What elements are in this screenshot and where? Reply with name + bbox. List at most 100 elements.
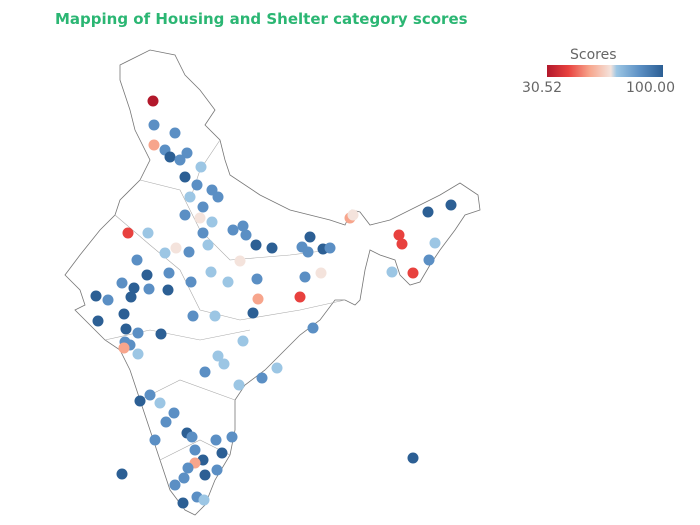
score-point[interactable] bbox=[179, 171, 191, 183]
score-point[interactable] bbox=[168, 407, 180, 419]
score-point[interactable] bbox=[299, 271, 311, 283]
score-point[interactable] bbox=[149, 434, 161, 446]
legend-title: Scores bbox=[570, 47, 617, 63]
score-point[interactable] bbox=[294, 291, 306, 303]
score-point[interactable] bbox=[187, 310, 199, 322]
score-point[interactable] bbox=[147, 95, 159, 107]
score-point[interactable] bbox=[164, 151, 176, 163]
score-point[interactable] bbox=[251, 273, 263, 285]
score-point[interactable] bbox=[212, 191, 224, 203]
score-point[interactable] bbox=[182, 462, 194, 474]
score-point[interactable] bbox=[154, 397, 166, 409]
score-point[interactable] bbox=[210, 434, 222, 446]
score-point[interactable] bbox=[197, 201, 209, 213]
score-point[interactable] bbox=[240, 229, 252, 241]
score-point[interactable] bbox=[163, 267, 175, 279]
score-point[interactable] bbox=[250, 239, 262, 251]
score-point[interactable] bbox=[199, 366, 211, 378]
score-point[interactable] bbox=[407, 452, 419, 464]
score-point[interactable] bbox=[198, 494, 210, 506]
score-point[interactable] bbox=[185, 276, 197, 288]
score-point[interactable] bbox=[142, 227, 154, 239]
score-point[interactable] bbox=[159, 247, 171, 259]
score-point[interactable] bbox=[160, 416, 172, 428]
legend-colorbar bbox=[547, 65, 663, 77]
score-point[interactable] bbox=[233, 379, 245, 391]
score-point[interactable] bbox=[131, 254, 143, 266]
score-point[interactable] bbox=[211, 464, 223, 476]
score-point[interactable] bbox=[194, 212, 206, 224]
score-point[interactable] bbox=[120, 323, 132, 335]
score-point[interactable] bbox=[206, 216, 218, 228]
score-point[interactable] bbox=[118, 342, 130, 354]
score-points bbox=[90, 95, 457, 509]
score-point[interactable] bbox=[143, 283, 155, 295]
score-point[interactable] bbox=[132, 348, 144, 360]
score-point[interactable] bbox=[118, 308, 130, 320]
score-point[interactable] bbox=[396, 238, 408, 250]
score-point[interactable] bbox=[189, 444, 201, 456]
score-point[interactable] bbox=[195, 161, 207, 173]
score-point[interactable] bbox=[324, 242, 336, 254]
score-point[interactable] bbox=[386, 266, 398, 278]
score-point[interactable] bbox=[271, 362, 283, 374]
score-point[interactable] bbox=[181, 147, 193, 159]
score-point[interactable] bbox=[116, 468, 128, 480]
score-point[interactable] bbox=[237, 220, 249, 232]
score-point[interactable] bbox=[162, 284, 174, 296]
score-point[interactable] bbox=[170, 242, 182, 254]
score-point[interactable] bbox=[218, 358, 230, 370]
score-point[interactable] bbox=[197, 227, 209, 239]
score-point[interactable] bbox=[445, 199, 457, 211]
score-point[interactable] bbox=[307, 322, 319, 334]
score-point[interactable] bbox=[407, 267, 419, 279]
score-point[interactable] bbox=[191, 179, 203, 191]
score-point[interactable] bbox=[393, 229, 405, 241]
score-point[interactable] bbox=[90, 290, 102, 302]
score-point[interactable] bbox=[199, 469, 211, 481]
score-point[interactable] bbox=[423, 254, 435, 266]
score-point[interactable] bbox=[148, 119, 160, 131]
score-point[interactable] bbox=[141, 269, 153, 281]
score-point[interactable] bbox=[227, 224, 239, 236]
score-point[interactable] bbox=[179, 209, 191, 221]
score-point[interactable] bbox=[202, 239, 214, 251]
score-point[interactable] bbox=[155, 328, 167, 340]
score-point[interactable] bbox=[148, 139, 160, 151]
score-point[interactable] bbox=[134, 395, 146, 407]
score-point[interactable] bbox=[222, 276, 234, 288]
score-point[interactable] bbox=[252, 293, 264, 305]
score-point[interactable] bbox=[304, 231, 316, 243]
score-point[interactable] bbox=[237, 335, 249, 347]
score-point[interactable] bbox=[209, 310, 221, 322]
score-point[interactable] bbox=[116, 277, 128, 289]
score-point[interactable] bbox=[256, 372, 268, 384]
score-point[interactable] bbox=[226, 431, 238, 443]
score-point[interactable] bbox=[205, 266, 217, 278]
score-point[interactable] bbox=[125, 291, 137, 303]
score-point[interactable] bbox=[234, 255, 246, 267]
score-point[interactable] bbox=[212, 350, 224, 362]
score-point[interactable] bbox=[92, 315, 104, 327]
score-point[interactable] bbox=[347, 209, 359, 221]
score-point[interactable] bbox=[177, 497, 189, 509]
score-point[interactable] bbox=[429, 237, 441, 249]
score-point[interactable] bbox=[178, 472, 190, 484]
score-point[interactable] bbox=[266, 242, 278, 254]
score-point[interactable] bbox=[102, 294, 114, 306]
score-point[interactable] bbox=[247, 307, 259, 319]
score-point[interactable] bbox=[174, 154, 186, 166]
score-point[interactable] bbox=[216, 447, 228, 459]
score-point[interactable] bbox=[169, 479, 181, 491]
score-point[interactable] bbox=[183, 246, 195, 258]
score-point[interactable] bbox=[122, 227, 134, 239]
score-point[interactable] bbox=[128, 282, 140, 294]
score-point[interactable] bbox=[184, 191, 196, 203]
score-point[interactable] bbox=[186, 431, 198, 443]
score-point[interactable] bbox=[422, 206, 434, 218]
score-point[interactable] bbox=[315, 267, 327, 279]
score-point[interactable] bbox=[169, 127, 181, 139]
score-point[interactable] bbox=[302, 246, 314, 258]
score-point[interactable] bbox=[132, 327, 144, 339]
score-point[interactable] bbox=[144, 389, 156, 401]
